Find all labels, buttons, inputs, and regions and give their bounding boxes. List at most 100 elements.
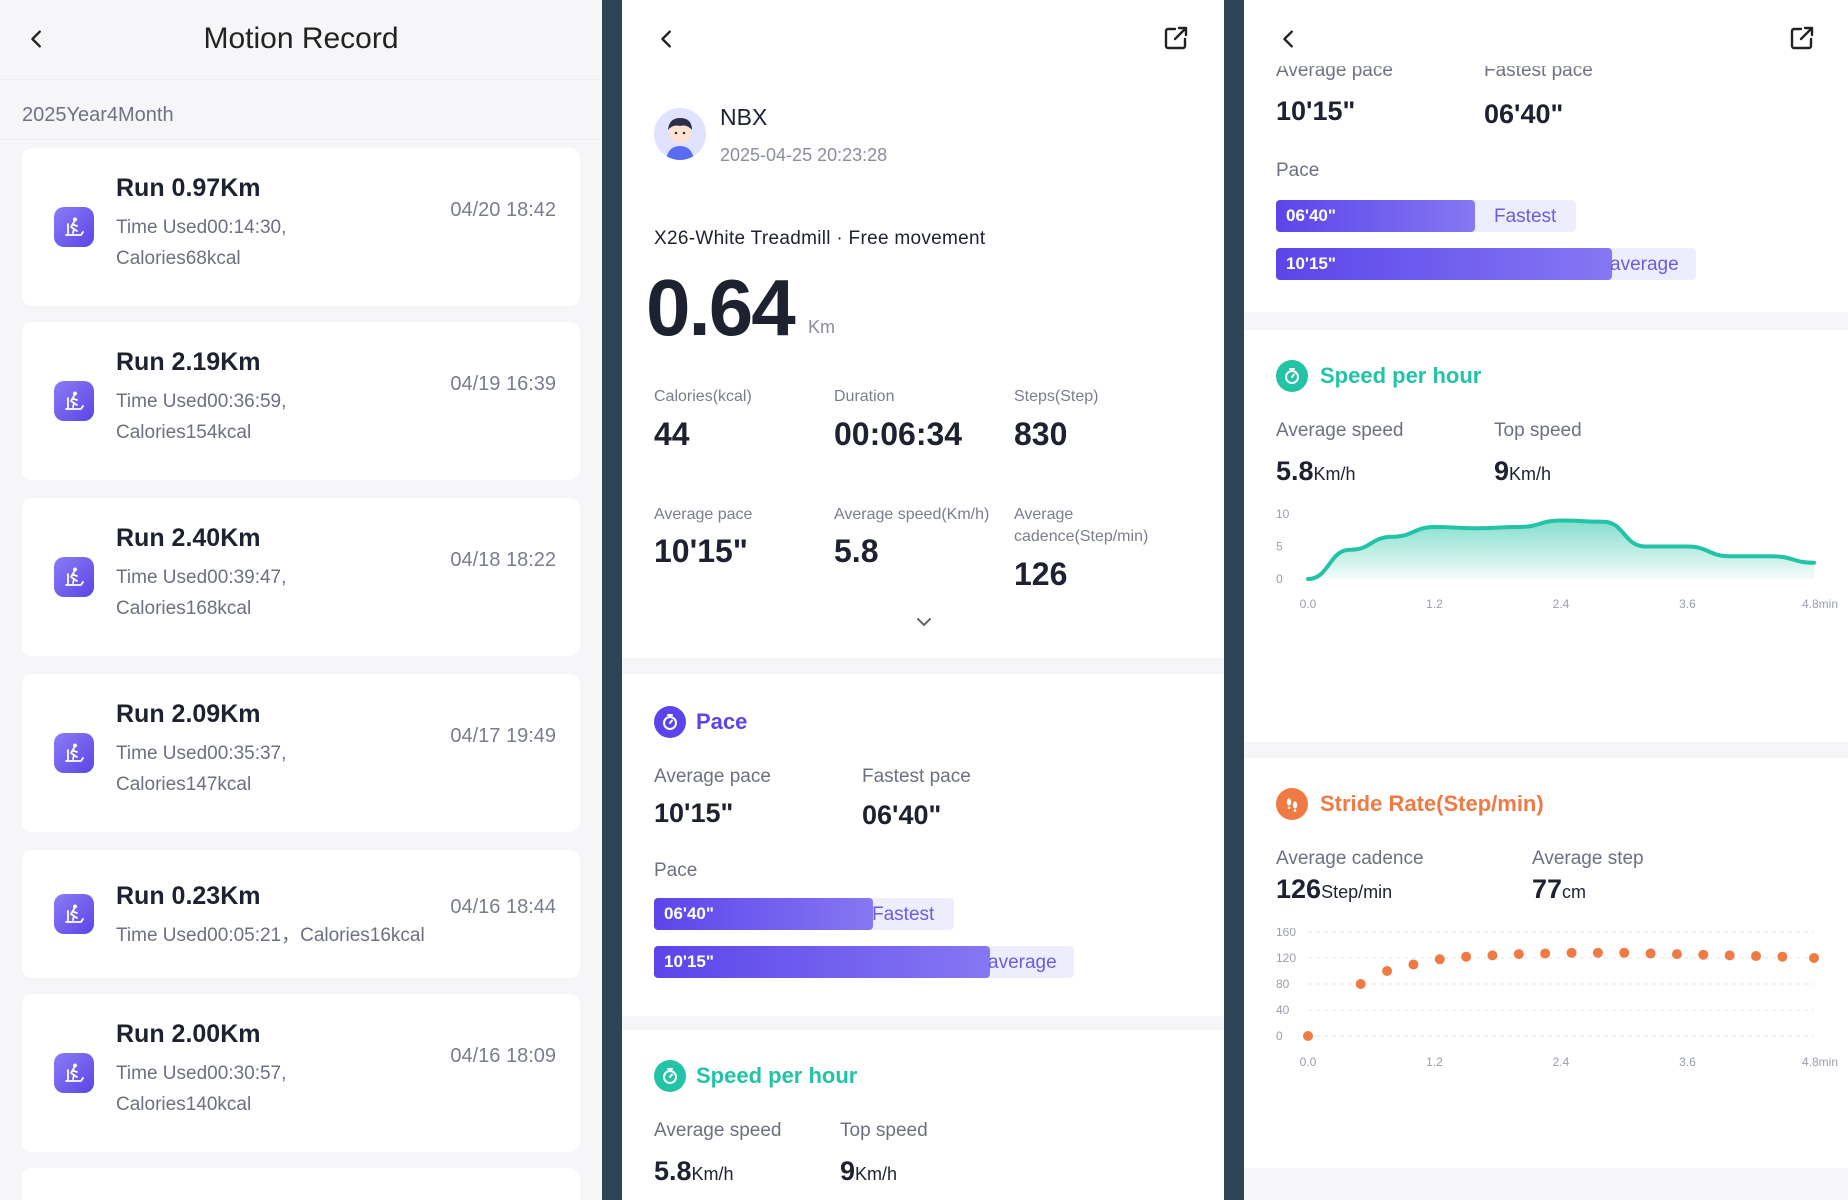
record-detail-line2: Calories68kcal [116,248,241,269]
stride-point [1513,949,1524,960]
fastest-pace-bar-tag: Fastest [1494,206,1557,227]
average-pace-bar-tag: average [1610,254,1679,275]
avg-speed-value: 5.8Km/h [654,1156,734,1187]
fastest-pace-bar-tag: Fastest [872,904,935,925]
avg-step-unit: cm [1562,882,1587,902]
record-date: 04/20 18:42 [450,199,556,221]
record-date: 04/16 18:09 [450,1045,556,1067]
record-title: Run 2.19Km [116,348,261,376]
treadmill-icon-wrap [54,894,94,934]
top-speed-unit: Km/h [855,1164,898,1184]
header: Motion Record [0,0,602,80]
workout-charts-screen: Average pace Fastest pace 10'15" 06'40" … [1244,0,1848,1200]
x-tick-label: 2.4 [1553,1055,1570,1069]
stopwatch-icon [663,1068,677,1084]
share-button[interactable] [1162,24,1192,54]
steps-label: Steps(Step) [1014,388,1099,405]
record-card[interactable]: Run 0.97Km Time Used00:14:30, Calories68kc… [22,148,580,306]
chevron-left-icon [1283,30,1293,48]
divider [0,139,602,140]
record-detail: Time Used00:36:59, Calories154kcal [116,386,286,448]
record-card[interactable]: Run 0.23Km Time Used00:05:21，Calories16kc… [22,850,580,978]
pace-section-title: Pace [696,709,748,734]
speed-area-fill [1308,520,1814,579]
record-card[interactable]: Run 2.19Km Time Used00:36:59, Calories154k… [22,322,580,480]
record-detail: Time Used00:30:57, Calories140kcal [116,1058,286,1120]
y-tick-label: 160 [1276,928,1296,939]
y-tick-label: 0 [1276,1029,1283,1043]
stride-point [1619,947,1630,958]
treadmill-icon [65,743,84,762]
pace-bar-title: Pace [654,860,698,881]
back-button[interactable] [1274,24,1304,54]
avg-speed-label: Average speed [654,1120,782,1141]
average-pace-bar-value: 10'15" [664,952,714,971]
calories-value: 44 [654,416,690,452]
top-speed-value: 9Km/h [840,1156,897,1187]
avg-speed-number: 5.8 [1276,456,1314,486]
x-tick-label: 1.2 [1426,1055,1443,1069]
stopwatch-icon [663,714,677,730]
record-title: Run 2.00Km [116,1020,261,1048]
average-pace-bar-fill [1276,248,1612,280]
stride-point [1645,948,1656,959]
x-tick-label: 0.0 [1300,597,1317,611]
back-button[interactable] [652,24,682,54]
record-card[interactable]: Run 2.00Km Time Used00:30:57, Calories140k… [22,994,580,1152]
record-detail-line2: Calories140kcal [116,1094,252,1115]
device-mode: X26-White Treadmill · Free movement [654,228,986,249]
avg-step-value: 77cm [1532,874,1586,905]
workout-datetime: 2025-04-25 20:23:28 [720,145,888,165]
record-card[interactable]: Run 2.40Km Time Used00:39:47, Calories168k… [22,498,580,656]
speed-chart: 0 5 10 0.0 1.2 2.4 3.6 4.8min [1276,507,1838,611]
chevron-down-icon [917,618,931,626]
avg-speed-value: 5.8 [834,533,879,569]
stride-point [1671,949,1682,960]
calories-label: Calories(kcal) [654,388,752,405]
chevron-left-icon [31,30,41,48]
top-speed-value: 9Km/h [1494,456,1551,487]
y-tick-label: 0 [1276,572,1283,586]
record-card-partial[interactable] [22,1168,580,1200]
stride-point [1777,951,1788,962]
stride-point [1408,959,1419,970]
stride-point [1751,951,1762,962]
avatar [654,108,706,160]
duration-label: Duration [834,388,895,405]
avg-step-label: Average step [1532,848,1644,869]
x-tick-label: 2.4 [1553,597,1570,611]
avg-pace-value: 10'15" [654,533,748,569]
share-button[interactable] [1788,24,1818,54]
pace-section-icon-wrap [654,706,686,738]
month-label: 2025Year4Month [22,104,174,126]
avg-cadence-value: 126Step/min [1276,874,1392,905]
record-title: Run 2.09Km [116,700,261,728]
x-tick-label: 4.8min [1802,1055,1838,1069]
record-card[interactable]: Run 2.09Km Time Used00:35:37, Calories147k… [22,674,580,832]
fastest-pace-value: 06'40" [862,800,942,830]
speed-section-title: Speed per hour [696,1063,858,1088]
expand-button[interactable] [912,612,936,632]
top-speed-number: 9 [1494,456,1510,486]
average-pace-bar-tag: average [988,952,1057,973]
stride-point [1382,966,1393,976]
distance-value: 0.64 [646,263,796,352]
stride-point [1809,953,1819,963]
stride-point [1434,954,1445,965]
fastest-pace-bar-value: 06'40" [1286,206,1336,225]
back-button[interactable] [22,24,52,54]
average-pace-bar-value: 10'15" [1286,254,1336,273]
speed-section-title: Speed per hour [1320,363,1482,388]
chevron-left-icon [661,30,671,48]
avg-cadence-label-line2: cadence(Step/min) [1014,528,1149,545]
pace-card: Pace Average pace 10'15" Fastest pace 06… [622,674,1224,1016]
fastest-pace-bar: 06'40" Fastest [654,898,954,930]
avg-pace-label: Average pace [654,506,753,523]
motion-record-screen: Motion Record 2025Year4Month Run 0.97Km T… [0,0,602,1200]
top-speed-number: 9 [840,1156,856,1186]
stride-chart: 0 40 80 120 160 0.0 1.2 2.4 3.6 4.8min [1276,928,1838,1069]
stride-point [1540,948,1551,959]
record-detail-line2: Calories154kcal [116,422,252,443]
stride-section-icon-wrap [1276,788,1308,820]
x-tick-label: 3.6 [1679,597,1696,611]
